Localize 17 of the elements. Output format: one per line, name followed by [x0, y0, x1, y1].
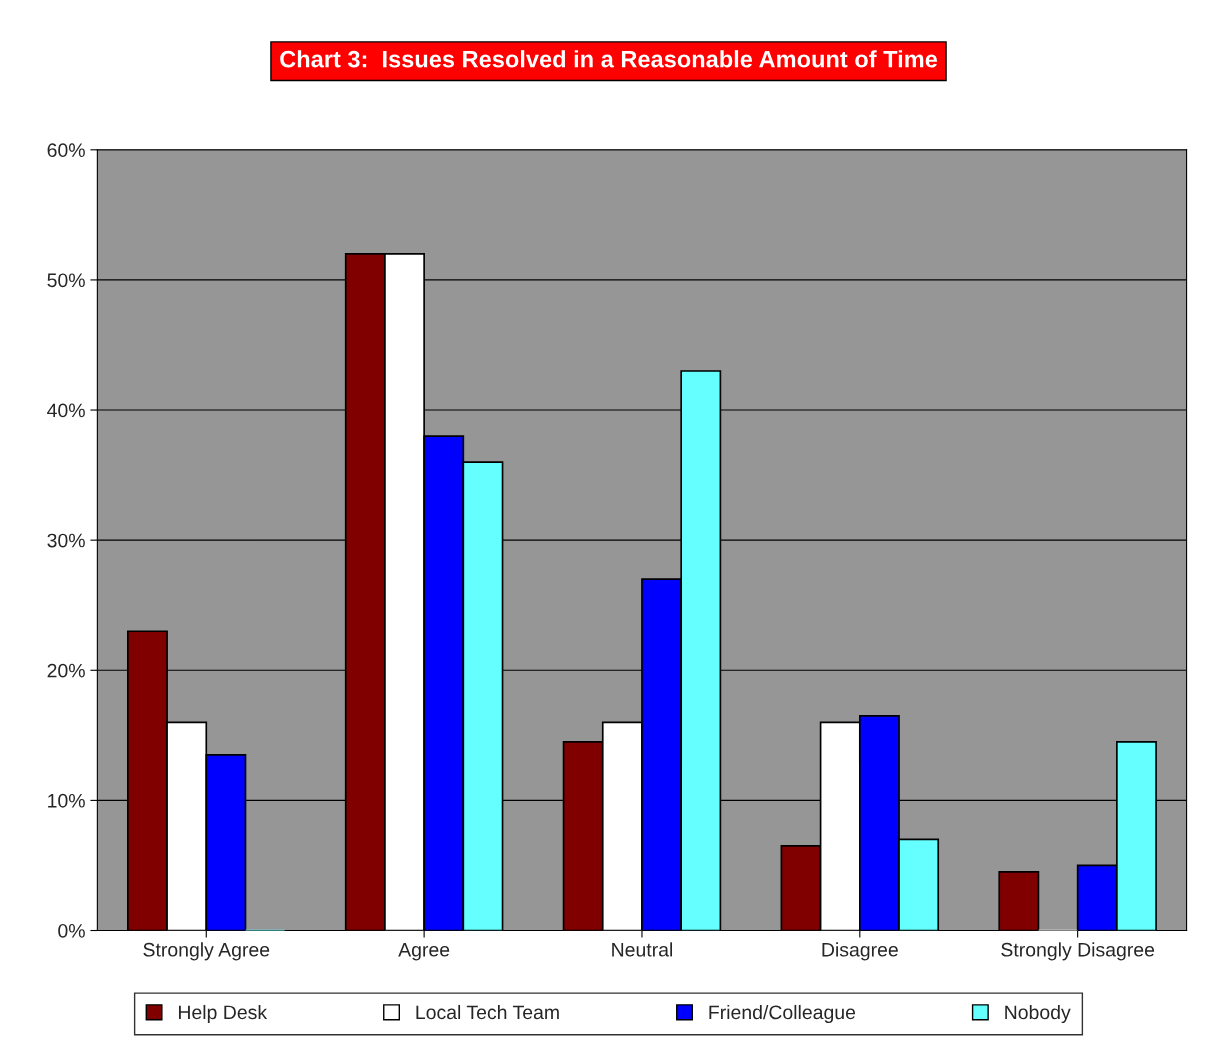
x-tick-label: Neutral	[612, 942, 673, 957]
legend-label: Nobody	[1005, 1004, 1071, 1024]
x-tick-label: Strongly Disagree	[1001, 942, 1155, 961]
y-tick-label: 60%	[47, 143, 85, 158]
y-tick-label: 30%	[47, 533, 85, 548]
y-tick-label: 50%	[47, 273, 85, 288]
y-tick-label: 0%	[58, 923, 85, 938]
legend-label: Local Tech Team	[416, 1004, 559, 1020]
y-tick-label: 20%	[47, 663, 85, 678]
x-tick-label: Strongly Agree	[143, 942, 270, 961]
chart-title: Chart 3: Issues Resolved in a Reasonable Amount of Time	[280, 50, 938, 68]
y-tick-label: 40%	[47, 403, 85, 418]
x-tick-label: Disagree	[822, 942, 898, 961]
legend-label: Help Desk	[178, 1004, 268, 1024]
x-tick-label: Agree	[398, 943, 450, 961]
legend-label: Friend/Colleague	[709, 1004, 856, 1024]
y-tick-label: 10%	[48, 793, 85, 808]
